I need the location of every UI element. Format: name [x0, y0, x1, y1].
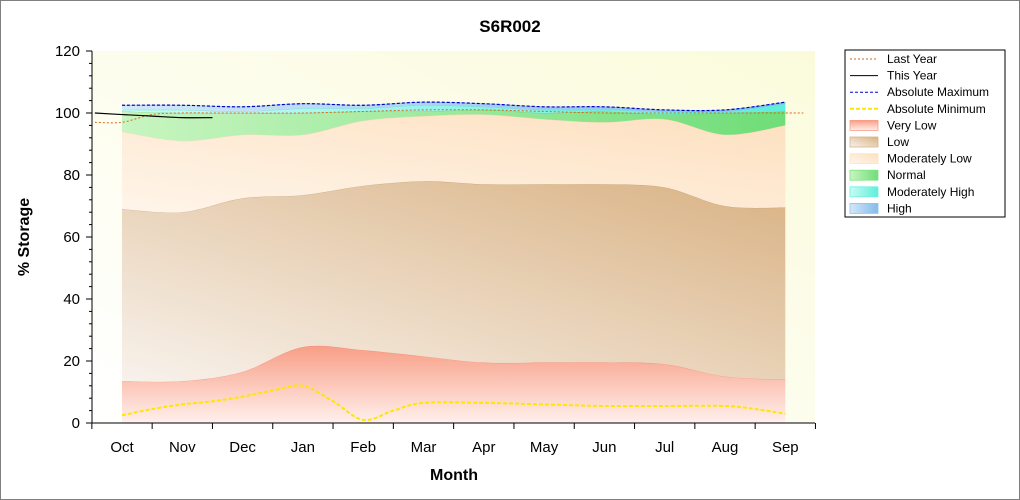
series-last-year: [94, 109, 804, 124]
legend-label-low: Low: [887, 135, 909, 149]
x-tick-label: Jul: [655, 439, 674, 456]
x-tick-label: Aug: [712, 439, 739, 456]
x-tick-label: Nov: [169, 439, 196, 456]
legend-item-last-year: Last Year: [850, 52, 937, 66]
legend-swatch-low: [849, 136, 879, 148]
y-tick-label: 0: [72, 415, 80, 432]
legend-label-absolute-maximum: Absolute Maximum: [887, 85, 989, 99]
low-band-edge: [121, 180, 786, 214]
legend-label-absolute-minimum: Absolute Minimum: [887, 102, 986, 116]
legend-label-high: High: [887, 201, 912, 215]
y-tick-label: 40: [63, 291, 80, 308]
x-tick-label: Sep: [772, 439, 799, 456]
chart-title: S6R002: [479, 17, 540, 36]
legend: Last Year This Year Absolute Maximum Absolu…: [844, 49, 1006, 218]
y-tick-label: 100: [55, 105, 80, 122]
legend-swatch-very-low: [849, 120, 879, 131]
legend-item-high: High: [849, 201, 912, 215]
x-tick-label: Dec: [229, 439, 256, 456]
x-tick-label: Jan: [291, 439, 315, 456]
legend-label-moderately-high: Moderately High: [887, 185, 974, 199]
normal-band: [122, 109, 786, 141]
x-axis-label: Month: [430, 467, 478, 484]
y-tick-label: 20: [63, 353, 80, 370]
y-tick-label: 60: [63, 229, 80, 246]
legend-item-this-year: This Year: [850, 69, 937, 83]
moderately-low-band: [122, 114, 786, 213]
low-band: [122, 181, 786, 382]
legend-label-normal: Normal: [887, 168, 926, 182]
very-low-band: [122, 345, 786, 423]
legend-item-moderately-high: Moderately High: [849, 185, 974, 199]
legend-label-last-year: Last Year: [887, 52, 937, 66]
x-tick-label: Mar: [411, 439, 437, 456]
x-tick-label: Feb: [350, 439, 376, 456]
legend-label-this-year: This Year: [887, 69, 937, 83]
legend-label-very-low: Very Low: [887, 118, 937, 132]
x-tick-label: Jun: [592, 439, 616, 456]
y-tick-label: 120: [55, 43, 80, 60]
legend-item-absolute-minimum: Absolute Minimum: [850, 102, 986, 116]
legend-item-low: Low: [849, 135, 909, 149]
legend-swatch-normal: [849, 169, 879, 181]
legend-swatch-moderately-low: [849, 153, 879, 165]
x-tick-label: Apr: [472, 439, 495, 456]
band-layer: [121, 101, 786, 423]
series-absolute-maximum: [121, 101, 786, 112]
legend-item-moderately-low: Moderately Low: [849, 152, 972, 166]
legend-item-absolute-maximum: Absolute Maximum: [850, 85, 989, 99]
legend-swatch-high: [849, 202, 879, 214]
series-this-year: [94, 112, 213, 119]
x-tick-label: Oct: [110, 439, 134, 456]
moderately-high-band: [122, 103, 786, 115]
x-tick-label: May: [530, 439, 559, 456]
legend-item-normal: Normal: [849, 168, 926, 182]
legend-label-moderately-low: Moderately Low: [887, 152, 972, 166]
legend-item-very-low: Very Low: [849, 118, 937, 132]
series-layer: [94, 101, 804, 422]
y-tick-label: 80: [63, 167, 80, 184]
legend-swatch-moderately-high: [849, 186, 879, 198]
axes-layer: 0 20 40 60 80 100 120 Oct Nov Dec Jan Feb Mar Apr May J…: [55, 43, 816, 456]
y-axis-label: % Storage: [16, 198, 33, 276]
